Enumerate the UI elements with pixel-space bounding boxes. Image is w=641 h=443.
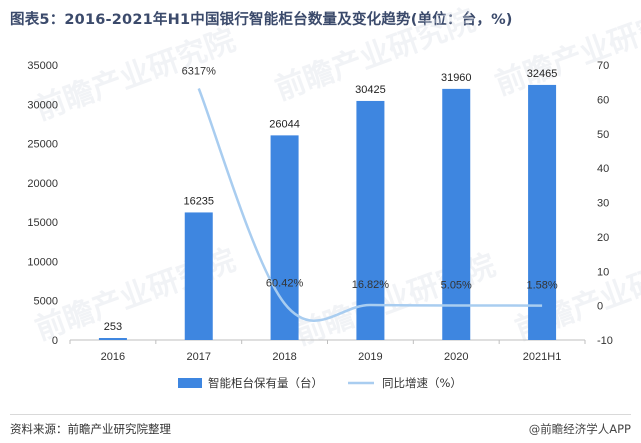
line-value-label: 16.82%	[352, 279, 390, 291]
x-tick-label: 2020	[444, 351, 468, 363]
bar-value-label: 16235	[183, 195, 214, 207]
y-right-tick-label: 10	[597, 266, 609, 278]
growth-rate-line	[197, 88, 543, 322]
y-right-tick-label: 20	[597, 232, 609, 244]
legend: 智能柜台保有量（台） 同比增速（%）	[178, 376, 462, 390]
footer: 资料来源：前瞻产业研究院整理 @前瞻经济学人APP	[10, 414, 631, 437]
bar	[528, 84, 557, 341]
y-left-tick-label: 10000	[27, 256, 58, 268]
y-right-tick-label: 70	[597, 60, 609, 72]
bar-value-label: 253	[104, 321, 122, 333]
x-tick-label: 2021H1	[523, 351, 562, 363]
line-value-label: 60.42%	[266, 278, 304, 290]
y-right-tick-label: 40	[597, 163, 609, 175]
source-note: 资料来源：前瞻产业研究院整理	[10, 422, 171, 436]
bar-value-label: 32465	[527, 68, 558, 80]
y-axis-left: 0 5000 10000 15000 20000 25000 30000 35000	[27, 60, 58, 347]
y-right-tick-label: 60	[597, 94, 609, 106]
legend-swatch-bar	[178, 378, 202, 388]
x-tick-label: 2018	[272, 351, 296, 363]
bar-series	[98, 84, 557, 341]
bar	[270, 135, 299, 340]
brand-mark: @前瞻经济学人APP	[528, 422, 631, 436]
y-left-tick-label: 25000	[27, 139, 58, 151]
y-left-tick-label: 35000	[27, 60, 58, 72]
y-left-tick-label: 0	[52, 335, 58, 347]
y-right-tick-label: 30	[597, 198, 609, 210]
chart-title: 图表5：2016-2021年H1中国银行智能柜台数量及变化趋势(单位：台，%)	[10, 12, 513, 28]
y-right-tick-label: 50	[597, 129, 609, 141]
bar	[356, 100, 385, 340]
y-right-tick-label: 0	[597, 301, 603, 313]
y-left-tick-label: 20000	[27, 178, 58, 190]
x-tick-label: 2019	[358, 351, 382, 363]
legend-label-line: 同比增速（%）	[382, 376, 462, 390]
y-axis-right: -10 0 10 20 30 40 50 60 70	[597, 60, 613, 347]
y-left-tick-label: 15000	[27, 217, 58, 229]
x-tick-label: 2017	[187, 351, 211, 363]
x-tick-label: 2016	[101, 351, 125, 363]
line-value-label: 6317%	[182, 65, 216, 77]
bar-value-label: 30425	[355, 84, 386, 96]
line-series	[197, 88, 543, 322]
line-value-label: 5.05%	[441, 279, 472, 291]
bar	[98, 338, 127, 340]
line-value-label: 1.58%	[526, 280, 557, 292]
bar	[442, 88, 471, 340]
legend-label-bar: 智能柜台保有量（台）	[208, 376, 323, 390]
y-left-tick-label: 5000	[34, 296, 58, 308]
bar	[184, 212, 213, 340]
y-right-tick-label: -10	[597, 335, 613, 347]
bar-value-label: 31960	[441, 72, 472, 84]
y-left-tick-label: 30000	[27, 99, 58, 111]
bar-data-labels: 253 16235 26044 30425 31960 32465	[104, 68, 558, 333]
bar-value-label: 26044	[269, 118, 300, 130]
line-data-labels: 6317% 60.42% 16.82% 5.05% 1.58%	[182, 65, 558, 291]
x-axis-ticks: 2016 2017 2018 2019 2020 2021H1	[69, 340, 586, 363]
watermark-text: 前瞻产业研究院	[491, 0, 641, 103]
